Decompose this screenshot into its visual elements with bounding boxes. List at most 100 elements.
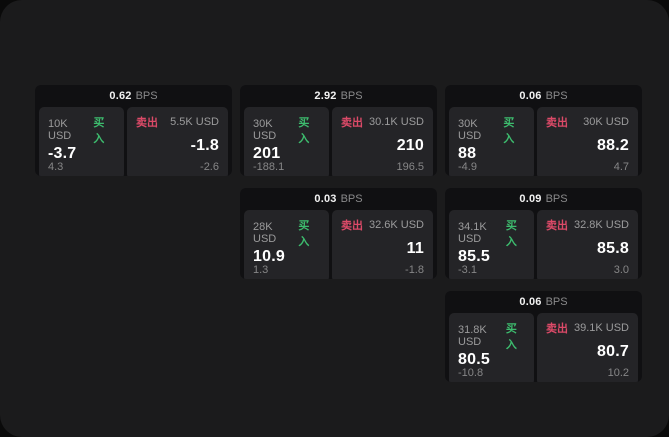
spread-header: 0.06 BPS bbox=[445, 291, 642, 312]
buy-price: -3.7 bbox=[48, 145, 77, 162]
sell-price: 80.7 bbox=[597, 343, 629, 360]
quote-card: 0.06 BPS 30K USD 买入 88 -4.9 卖出 30K USD 8… bbox=[445, 85, 642, 176]
sell-size-label: 30K USD bbox=[583, 116, 629, 128]
sell-sub-value: 196.5 bbox=[396, 161, 424, 173]
sell-panel-toprow: 卖出 32.8K USD bbox=[546, 217, 629, 233]
quote-panels: 34.1K USD 买入 85.5 -3.1 卖出 32.8K USD 85.8… bbox=[445, 209, 642, 279]
spread-header: 2.92 BPS bbox=[240, 85, 437, 106]
spread-unit: BPS bbox=[340, 89, 363, 102]
buy-panel[interactable]: 30K USD 买入 201 -188.1 bbox=[244, 107, 330, 176]
buy-panel-toprow: 30K USD 买入 bbox=[253, 114, 320, 146]
buy-sub-value: -10.8 bbox=[458, 367, 484, 379]
sell-sub-value: 3.0 bbox=[613, 264, 629, 276]
buy-price: 85.5 bbox=[458, 248, 490, 265]
sell-panel-toprow: 卖出 39.1K USD bbox=[546, 320, 629, 336]
sell-panel-toprow: 卖出 30.1K USD bbox=[341, 114, 424, 130]
sell-panel-toprow: 卖出 32.6K USD bbox=[341, 217, 424, 233]
buy-price: 10.9 bbox=[253, 248, 285, 265]
spread-unit: BPS bbox=[545, 192, 568, 205]
buy-size-label: 34.1K USD bbox=[458, 221, 487, 245]
sell-size-label: 30.1K USD bbox=[368, 116, 424, 128]
buy-side-label: 买入 bbox=[93, 117, 105, 145]
sell-size-label: 32.8K USD bbox=[573, 219, 629, 231]
quote-card: 0.06 BPS 31.8K USD 买入 80.5 -10.8 卖出 39.1… bbox=[445, 291, 642, 382]
sell-panel[interactable]: 卖出 32.8K USD 85.8 3.0 bbox=[537, 210, 638, 279]
sell-side-label: 卖出 bbox=[341, 220, 364, 232]
quote-panels: 30K USD 买入 201 -188.1 卖出 30.1K USD 210 1… bbox=[240, 106, 437, 176]
spread-header: 0.03 BPS bbox=[240, 188, 437, 209]
buy-panel[interactable]: 30K USD 买入 88 -4.9 bbox=[449, 107, 535, 176]
buy-side-label: 买入 bbox=[503, 117, 515, 145]
sell-size-label: 39.1K USD bbox=[573, 322, 629, 334]
spread-header: 0.09 BPS bbox=[445, 188, 642, 209]
quote-panels: 28K USD 买入 10.9 1.3 卖出 32.6K USD 11 -1.8 bbox=[240, 209, 437, 279]
buy-panel[interactable]: 31.8K USD 买入 80.5 -10.8 bbox=[449, 313, 535, 382]
buy-sub-value: 4.3 bbox=[48, 161, 64, 173]
spread-value: 0.09 bbox=[519, 192, 542, 205]
spread-value: 0.62 bbox=[109, 89, 132, 102]
quote-card: 2.92 BPS 30K USD 买入 201 -188.1 卖出 30.1K … bbox=[240, 85, 437, 176]
sell-panel[interactable]: 卖出 39.1K USD 80.7 10.2 bbox=[537, 313, 638, 382]
sell-price: 210 bbox=[396, 137, 424, 154]
sell-price: 11 bbox=[406, 240, 424, 257]
sell-size-label: 5.5K USD bbox=[170, 116, 219, 128]
sell-price: -1.8 bbox=[190, 137, 219, 154]
buy-panel[interactable]: 34.1K USD 买入 85.5 -3.1 bbox=[449, 210, 535, 279]
spread-header: 0.06 BPS bbox=[445, 85, 642, 106]
spread-unit: BPS bbox=[545, 295, 568, 308]
buy-price: 201 bbox=[253, 145, 281, 162]
spread-unit: BPS bbox=[135, 89, 158, 102]
buy-side-label: 买入 bbox=[505, 220, 517, 248]
buy-sub-value: -188.1 bbox=[253, 161, 285, 173]
buy-side-label: 买入 bbox=[298, 220, 310, 248]
quote-panels: 31.8K USD 买入 80.5 -10.8 卖出 39.1K USD 80.… bbox=[445, 312, 642, 382]
card-grid: 0.62 BPS 10K USD 买入 -3.7 4.3 卖出 5.5K USD… bbox=[35, 85, 642, 382]
buy-panel-toprow: 30K USD 买入 bbox=[458, 114, 525, 146]
buy-sub-value: -4.9 bbox=[458, 161, 477, 173]
sell-panel-toprow: 卖出 5.5K USD bbox=[136, 114, 219, 130]
sell-panel[interactable]: 卖出 5.5K USD -1.8 -2.6 bbox=[127, 107, 228, 176]
spread-value: 0.06 bbox=[519, 89, 542, 102]
quote-panels: 10K USD 买入 -3.7 4.3 卖出 5.5K USD -1.8 -2.… bbox=[35, 106, 232, 176]
sell-price: 88.2 bbox=[597, 137, 629, 154]
buy-panel[interactable]: 10K USD 买入 -3.7 4.3 bbox=[39, 107, 125, 176]
sell-price: 85.8 bbox=[597, 240, 629, 257]
buy-sub-value: -3.1 bbox=[458, 264, 477, 276]
spread-unit: BPS bbox=[545, 89, 568, 102]
buy-panel-toprow: 34.1K USD 买入 bbox=[458, 217, 525, 249]
quote-card: 0.62 BPS 10K USD 买入 -3.7 4.3 卖出 5.5K USD… bbox=[35, 85, 232, 176]
buy-panel-toprow: 28K USD 买入 bbox=[253, 217, 320, 249]
quote-panels: 30K USD 买入 88 -4.9 卖出 30K USD 88.2 4.7 bbox=[445, 106, 642, 176]
sell-panel[interactable]: 卖出 30.1K USD 210 196.5 bbox=[332, 107, 433, 176]
buy-price: 80.5 bbox=[458, 351, 490, 368]
buy-size-label: 28K USD bbox=[253, 221, 277, 245]
buy-size-label: 30K USD bbox=[458, 118, 482, 142]
sell-side-label: 卖出 bbox=[546, 220, 569, 232]
sell-sub-value: -1.8 bbox=[405, 264, 424, 276]
sell-sub-value: 10.2 bbox=[607, 367, 629, 379]
buy-size-label: 30K USD bbox=[253, 118, 277, 142]
buy-price: 88 bbox=[458, 145, 477, 162]
buy-panel-toprow: 10K USD 买入 bbox=[48, 114, 115, 146]
sell-sub-value: 4.7 bbox=[613, 161, 629, 173]
sell-side-label: 卖出 bbox=[546, 323, 569, 335]
sell-side-label: 卖出 bbox=[136, 117, 159, 129]
sell-panel[interactable]: 卖出 32.6K USD 11 -1.8 bbox=[332, 210, 433, 279]
quote-card: 0.03 BPS 28K USD 买入 10.9 1.3 卖出 32.6K US… bbox=[240, 188, 437, 279]
buy-side-label: 买入 bbox=[298, 117, 310, 145]
sell-panel[interactable]: 卖出 30K USD 88.2 4.7 bbox=[537, 107, 638, 176]
sell-panel-toprow: 卖出 30K USD bbox=[546, 114, 629, 130]
spread-header: 0.62 BPS bbox=[35, 85, 232, 106]
sell-side-label: 卖出 bbox=[546, 117, 569, 129]
buy-sub-value: 1.3 bbox=[253, 264, 269, 276]
spread-value: 0.06 bbox=[519, 295, 542, 308]
buy-size-label: 10K USD bbox=[48, 118, 72, 142]
buy-size-label: 31.8K USD bbox=[458, 324, 487, 348]
buy-side-label: 买入 bbox=[505, 323, 517, 351]
sell-side-label: 卖出 bbox=[341, 117, 364, 129]
quote-card: 0.09 BPS 34.1K USD 买入 85.5 -3.1 卖出 32.8K… bbox=[445, 188, 642, 279]
spread-value: 0.03 bbox=[314, 192, 337, 205]
buy-panel[interactable]: 28K USD 买入 10.9 1.3 bbox=[244, 210, 330, 279]
spread-unit: BPS bbox=[340, 192, 363, 205]
